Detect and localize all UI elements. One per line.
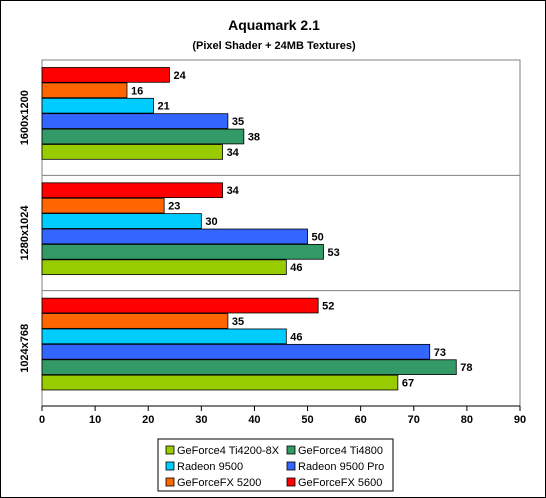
category-label-1024x768: 1024x768 xyxy=(19,324,31,373)
data-label-geforce4-ti4800-1600x1200: 38 xyxy=(248,132,260,144)
data-label-radeon-9500-pro-1600x1200: 35 xyxy=(232,116,244,128)
data-label-geforcefx-5200-1024x768: 35 xyxy=(232,316,244,328)
x-tick-label: 70 xyxy=(408,414,420,426)
data-label-geforcefx-5200-1600x1200: 16 xyxy=(131,85,143,97)
bar-geforcefx-5600-1280x1024 xyxy=(41,182,223,199)
data-label-geforce4-ti4200-8x-1280x1024: 46 xyxy=(290,262,302,274)
x-tick-label: 40 xyxy=(248,414,260,426)
x-tick-label: 20 xyxy=(142,414,154,426)
bar-geforce4-ti4200-8x-1280x1024 xyxy=(41,259,287,276)
x-tick-label: 30 xyxy=(195,414,207,426)
data-label-geforce4-ti4800-1280x1024: 53 xyxy=(327,247,339,259)
data-label-geforce4-ti4200-8x-1024x768: 67 xyxy=(402,378,414,390)
x-tick-label: 50 xyxy=(301,414,313,426)
x-tick-label: 0 xyxy=(39,414,45,426)
category-label-1280x1024: 1280x1024 xyxy=(19,205,31,261)
x-tick-label: 80 xyxy=(461,414,473,426)
bar-geforcefx-5200-1024x768 xyxy=(41,313,229,329)
bar-radeon-9500-1600x1200 xyxy=(41,97,154,114)
bar-geforce4-ti4800-1024x768 xyxy=(41,359,457,375)
bar-radeon-9500-1280x1024 xyxy=(41,213,202,229)
legend-swatch-radeon-9500-pro xyxy=(286,461,296,471)
bar-geforce4-ti4200-8x-1024x768 xyxy=(41,374,399,391)
legend-swatch-radeon-9500 xyxy=(165,461,175,471)
legend-label-geforce4-ti4200-8x: GeForce4 Ti4200-8X xyxy=(177,445,280,457)
bar-radeon-9500-pro-1280x1024 xyxy=(41,228,308,245)
legend-box xyxy=(157,438,394,492)
chart-subtitle: (Pixel Shader + 24MB Textures) xyxy=(192,40,356,52)
legend-swatch-geforce4-ti4200-8x xyxy=(165,445,175,455)
bar-geforcefx-5200-1280x1024 xyxy=(41,197,165,214)
bar-geforcefx-5200-1600x1200 xyxy=(41,82,128,99)
legend-label-geforcefx-5200: GeForceFX 5200 xyxy=(177,477,261,489)
bar-geforcefx-5600-1600x1200 xyxy=(41,67,170,83)
category-label-1600x1200: 1600x1200 xyxy=(19,90,31,145)
legend-label-radeon-9500-pro: Radeon 9500 Pro xyxy=(298,461,384,473)
legend-label-geforce4-ti4800: GeForce4 Ti4800 xyxy=(298,445,383,457)
data-label-geforce4-ti4200-8x-1600x1200: 34 xyxy=(227,147,240,159)
legend-swatch-geforcefx-5200 xyxy=(165,477,175,487)
data-label-radeon-9500-1280x1024: 30 xyxy=(205,216,217,228)
data-label-radeon-9500-pro-1024x768: 73 xyxy=(434,347,446,359)
bar-geforce4-ti4800-1600x1200 xyxy=(41,128,245,145)
chart-title: Aquamark 2.1 xyxy=(228,17,320,33)
bar-radeon-9500-pro-1600x1200 xyxy=(41,113,229,129)
bar-radeon-9500-pro-1024x768 xyxy=(41,343,431,360)
data-label-geforcefx-5600-1600x1200: 24 xyxy=(173,70,186,82)
plot-area: 1600x12002416213538341280x10243423305053… xyxy=(19,59,526,426)
x-tick-label: 60 xyxy=(355,414,367,426)
bar-geforce4-ti4200-8x-1600x1200 xyxy=(41,144,223,160)
data-label-radeon-9500-pro-1280x1024: 50 xyxy=(312,231,324,243)
x-tick-label: 10 xyxy=(89,414,101,426)
data-label-geforcefx-5600-1024x768: 52 xyxy=(322,301,334,313)
bar-geforcefx-5600-1024x768 xyxy=(41,297,319,314)
data-label-radeon-9500-1024x768: 46 xyxy=(290,331,302,343)
x-tick-label: 90 xyxy=(514,414,526,426)
legend-label-radeon-9500: Radeon 9500 xyxy=(177,461,243,473)
legend-swatch-geforce4-ti4800 xyxy=(286,445,296,455)
data-label-radeon-9500-1600x1200: 21 xyxy=(158,101,170,113)
data-label-geforcefx-5600-1280x1024: 34 xyxy=(227,185,240,197)
data-label-geforcefx-5200-1280x1024: 23 xyxy=(168,201,180,213)
legend: GeForce4 Ti4200-8X GeForce4 Ti4800 Radeon … xyxy=(157,438,394,492)
bar-radeon-9500-1024x768 xyxy=(41,328,287,345)
data-label-geforce4-ti4800-1024x768: 78 xyxy=(460,362,472,374)
legend-swatch-geforcefx-5600 xyxy=(286,477,296,487)
bar-geforce4-ti4800-1280x1024 xyxy=(41,244,324,260)
legend-label-geforcefx-5600: GeForceFX 5600 xyxy=(298,477,382,489)
